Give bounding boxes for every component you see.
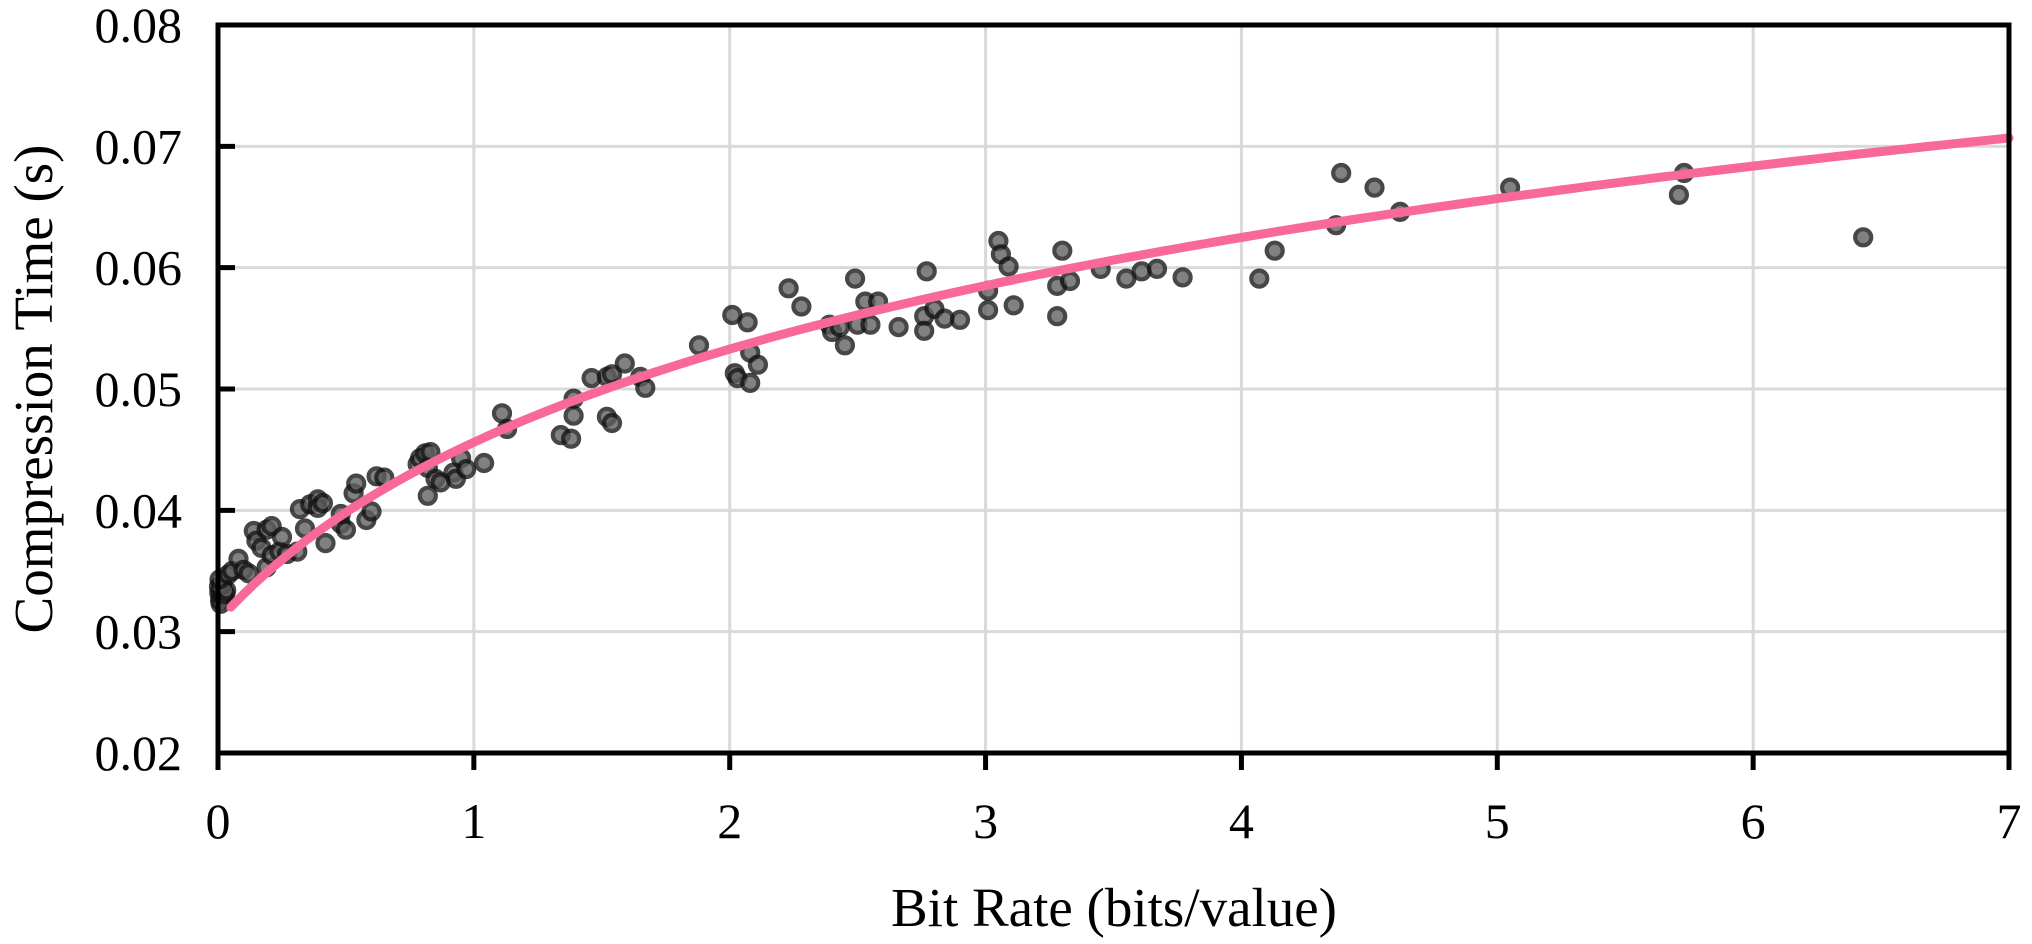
data-point [791, 296, 812, 317]
data-point [1116, 268, 1137, 289]
y-tick-label: 0.06 [95, 240, 183, 296]
data-point [747, 354, 769, 375]
data-point [1853, 227, 1874, 248]
data-point [1172, 267, 1193, 288]
x-tick-label: 0 [206, 793, 231, 849]
x-tick-label: 1 [461, 793, 486, 849]
data-point [315, 532, 336, 554]
data-point [916, 261, 937, 282]
data-point [844, 268, 866, 289]
y-tick-label: 0.07 [95, 118, 183, 174]
data-point [1249, 268, 1270, 289]
data-point [1052, 240, 1073, 261]
x-tick-label: 2 [717, 793, 742, 849]
x-tick-label: 7 [1997, 793, 2022, 849]
data-point [312, 493, 333, 514]
data-point [1047, 306, 1068, 327]
data-point [614, 353, 635, 374]
data-point [491, 403, 513, 424]
data-point [737, 312, 758, 333]
data-point [834, 335, 856, 356]
data-point [778, 278, 799, 299]
axis-ticks [215, 143, 2012, 770]
data-point [688, 335, 710, 356]
data-point [238, 563, 259, 584]
data-point [949, 309, 971, 330]
data-point [1331, 162, 1352, 184]
y-tick-labels: 0.02 0.03 0.04 0.05 0.06 0.07 0.08 [95, 0, 183, 781]
data-point [914, 320, 935, 341]
data-point [1146, 258, 1168, 279]
data-point [601, 412, 623, 434]
data-point [998, 256, 1019, 277]
x-axis-title: Bit Rate (bits/value) [891, 877, 1337, 938]
gridlines [218, 25, 2009, 753]
data-point [271, 526, 293, 548]
y-tick-label: 0.08 [95, 0, 183, 53]
y-tick-label: 0.05 [95, 361, 183, 417]
y-axis-title: Compression Time (s) [3, 145, 64, 634]
x-tick-label: 6 [1741, 793, 1766, 849]
x-tick-labels: 0 1 2 3 4 5 6 7 [206, 793, 2022, 849]
data-point [563, 405, 584, 426]
data-point [860, 314, 881, 335]
data-point [456, 459, 477, 480]
data-point [977, 300, 999, 321]
data-point [560, 428, 582, 449]
y-tick-label: 0.04 [95, 482, 183, 538]
data-point [1003, 295, 1024, 316]
data-point [335, 519, 356, 540]
x-tick-label: 5 [1485, 793, 1510, 849]
y-tick-label: 0.03 [95, 604, 183, 660]
trendline [226, 133, 2014, 612]
x-tick-label: 4 [1229, 793, 1254, 849]
data-point [1364, 177, 1385, 198]
data-point [1668, 184, 1690, 205]
data-point [1059, 270, 1081, 292]
plot-frame [215, 22, 2012, 756]
data-point [635, 377, 656, 398]
data-point [1264, 240, 1285, 261]
data-point [888, 317, 909, 338]
data-point [346, 473, 367, 494]
data-point [722, 304, 743, 326]
data-point [740, 372, 761, 393]
data-point [417, 485, 438, 506]
scatter-points [208, 162, 1874, 614]
data-point [474, 452, 495, 474]
x-tick-label: 3 [973, 793, 998, 849]
data-point [361, 501, 382, 522]
y-tick-label: 0.02 [95, 725, 183, 781]
